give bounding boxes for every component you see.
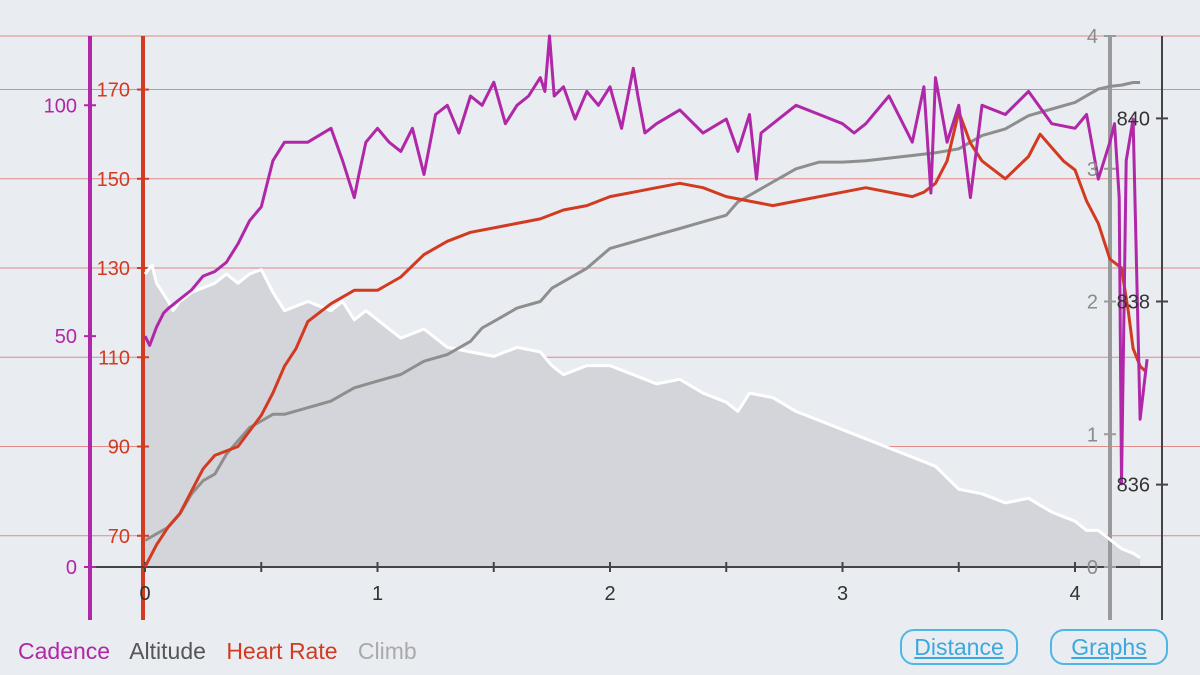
cadence-tick-label: 50: [55, 326, 77, 348]
x-tick-label: 2: [604, 583, 615, 605]
cadence-tick-label: 100: [44, 95, 77, 117]
x-tick-label: 1: [372, 583, 383, 605]
climb-tick-label: 3: [1087, 159, 1098, 181]
legend: Cadence Altitude Heart Rate Climb: [18, 638, 431, 665]
climb-tick-label: 0: [1087, 557, 1098, 579]
hr-tick-label: 110: [98, 347, 130, 369]
altitude-tick-label: 840: [1117, 108, 1150, 130]
hr-tick-label: 170: [97, 80, 130, 102]
legend-altitude: Altitude: [129, 638, 206, 664]
cadence-tick-label: 0: [66, 557, 77, 579]
climb-tick-label: 4: [1087, 26, 1098, 48]
altitude-tick-label: 836: [1117, 475, 1150, 497]
legend-cadence: Cadence: [18, 638, 111, 664]
hr-tick-label: 70: [108, 526, 130, 548]
climb-tick-label: 1: [1087, 424, 1098, 446]
altitude-line: [143, 263, 1141, 560]
climb-tick-label: 2: [1087, 292, 1098, 314]
hr-tick-label: 90: [108, 437, 130, 459]
heart-rate-line: [143, 110, 1146, 568]
hr-tick-label: 130: [97, 258, 130, 280]
cadence-line: [143, 34, 1149, 486]
distance-button[interactable]: Distance: [900, 629, 1018, 665]
x-tick-label: 3: [837, 583, 848, 605]
legend-heart-rate: Heart Rate: [226, 638, 338, 664]
x-tick-label: 0: [139, 583, 150, 605]
altitude-area: [145, 264, 1141, 567]
hr-tick-label: 150: [97, 169, 130, 191]
legend-climb: Climb: [357, 638, 417, 664]
climb-line: [144, 81, 1141, 542]
altitude-tick-label: 838: [1117, 292, 1150, 314]
x-tick-label: 4: [1069, 583, 1080, 605]
series-lines: [143, 34, 1149, 568]
graphs-button[interactable]: Graphs: [1050, 629, 1168, 665]
altitude-fill: [145, 264, 1141, 567]
tick-labels: 0 1 2 3 405010070901101301501700123483683884…: [44, 26, 1150, 605]
